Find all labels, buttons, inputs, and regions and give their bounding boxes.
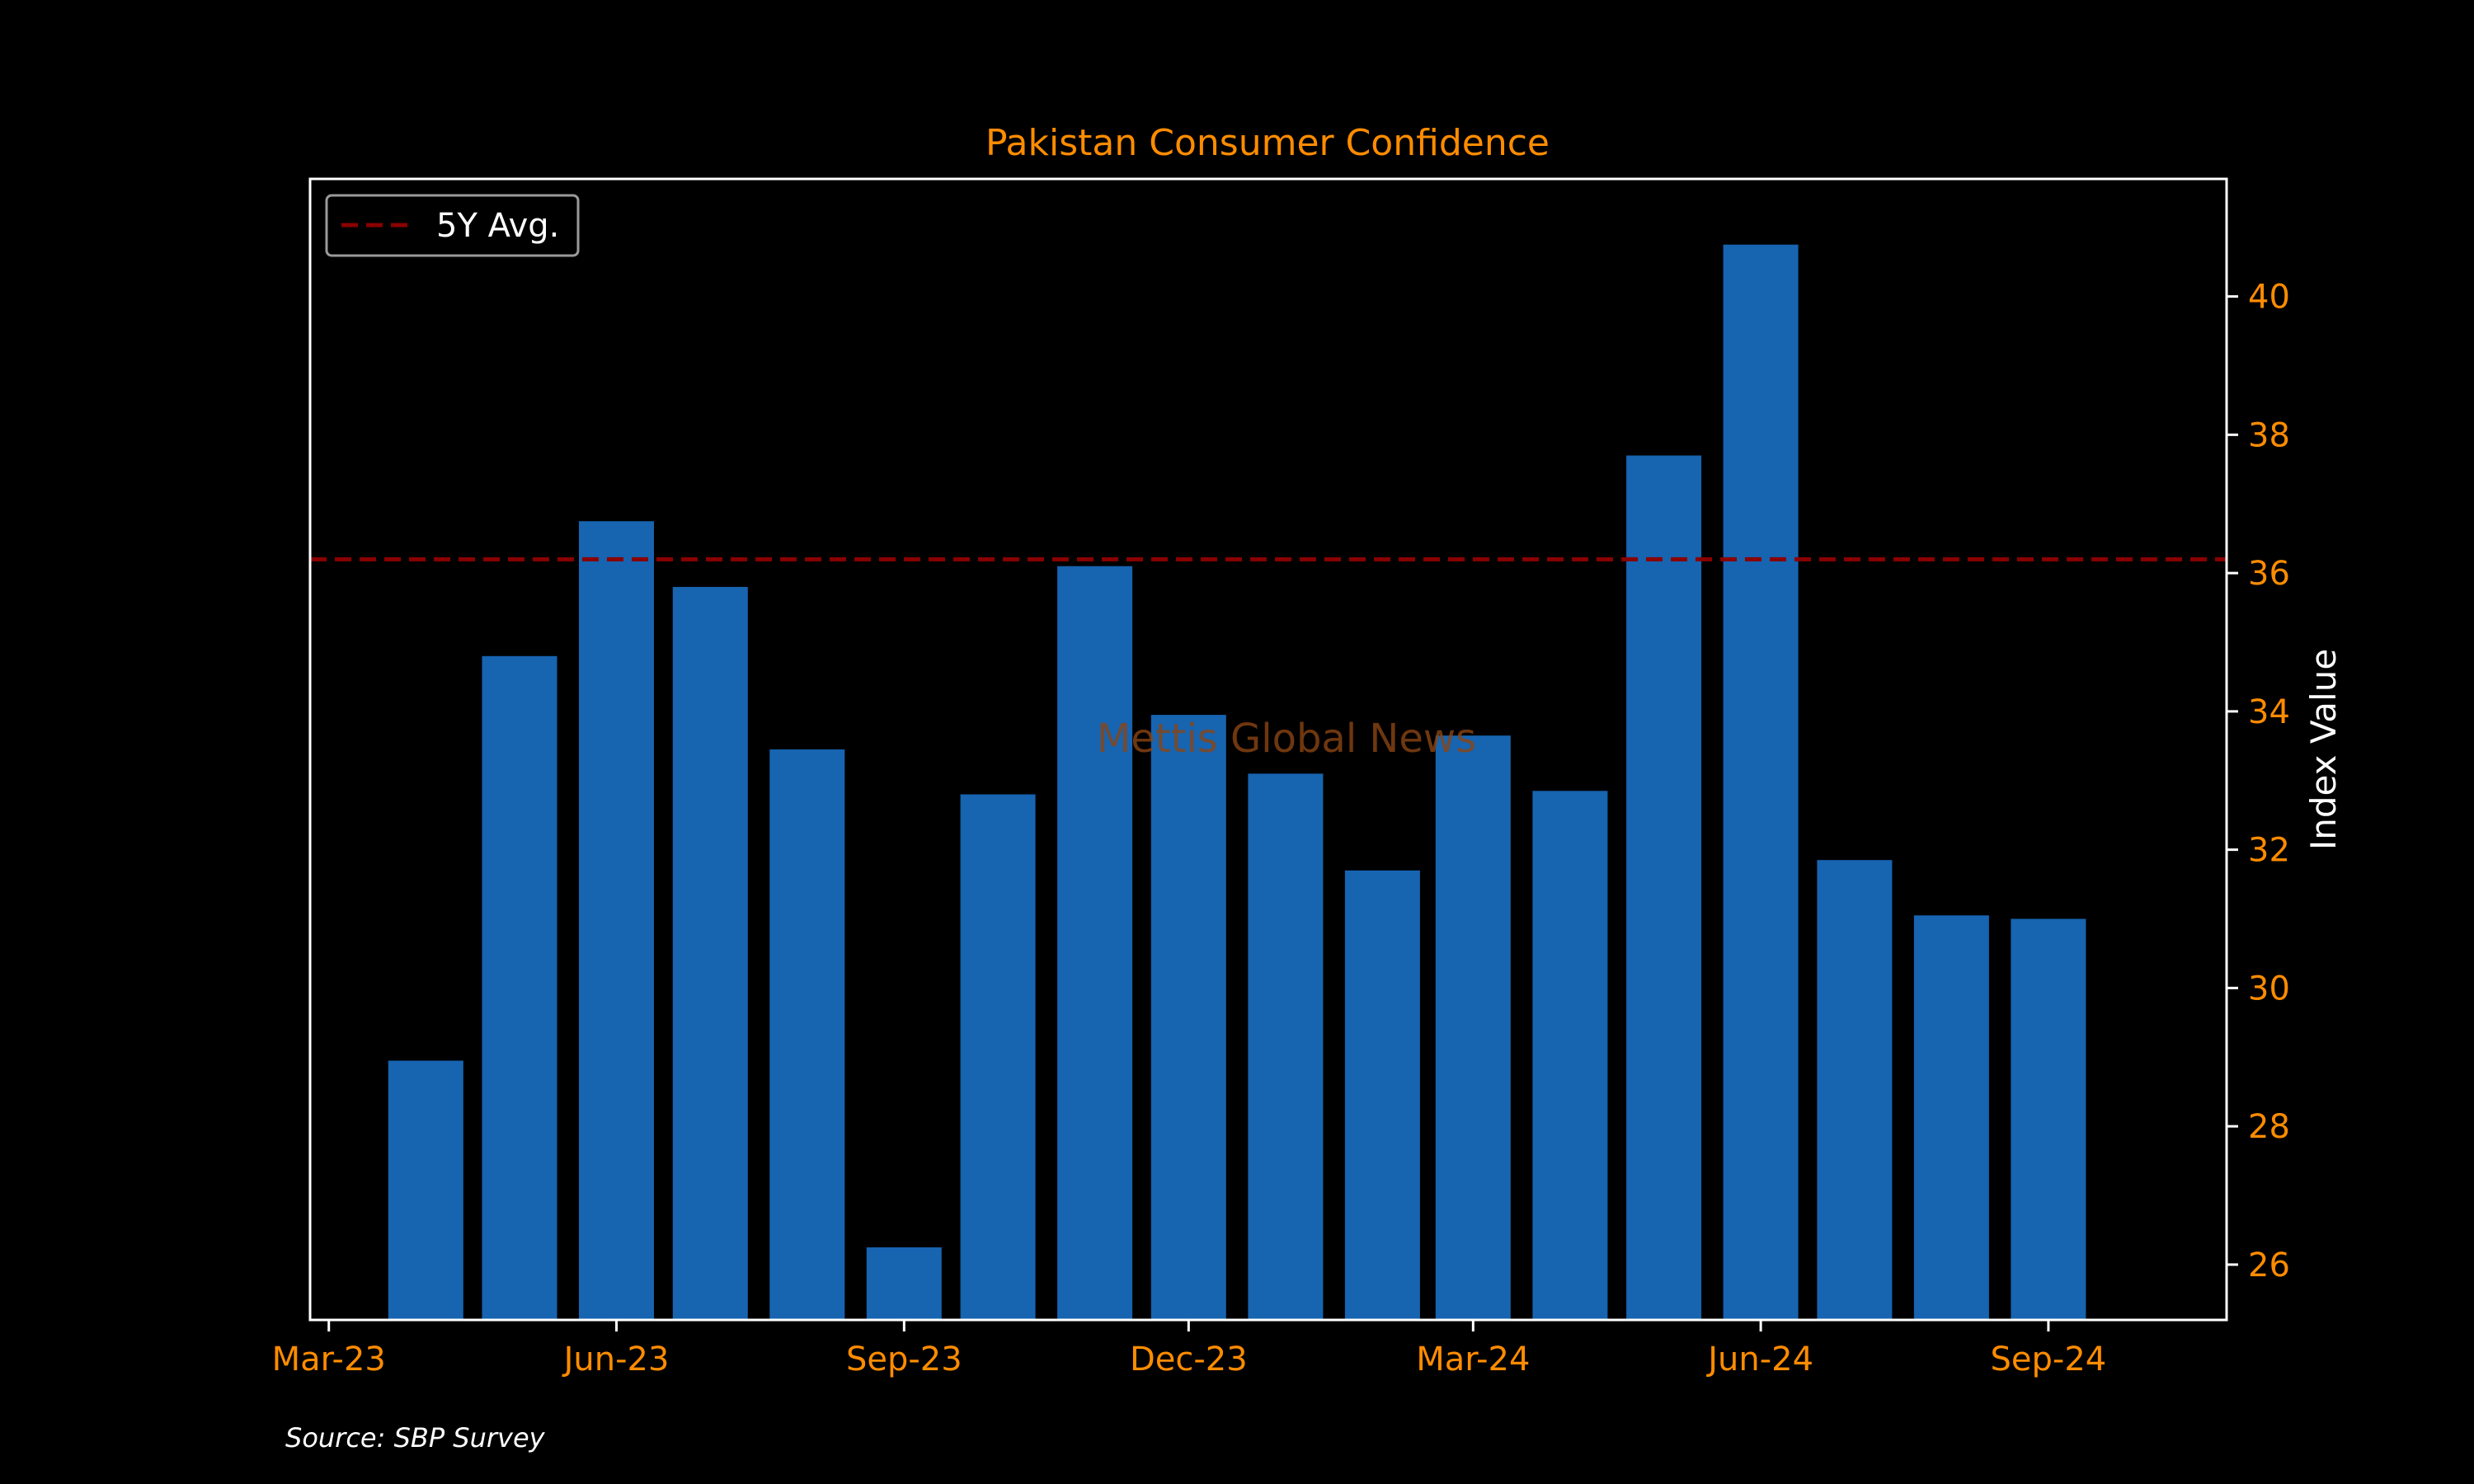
bar — [1817, 860, 1893, 1320]
watermark: Mettis Global News — [1097, 716, 1476, 762]
bar — [672, 586, 748, 1320]
bar — [388, 1060, 463, 1320]
legend-box — [325, 194, 580, 257]
bar — [1723, 244, 1799, 1321]
bars — [388, 244, 2086, 1321]
y-tick-label: 30 — [2248, 970, 2290, 1007]
bar — [1626, 455, 1702, 1320]
y-tick-label: 28 — [2248, 1108, 2290, 1146]
legend-label: 5Y Avg. — [436, 207, 559, 245]
y-tick-label: 40 — [2248, 279, 2290, 317]
x-axis: Mar-23 Jun-23 Sep-23 Dec-23 Mar-24 Jun-24 Sep-… — [272, 1320, 2107, 1378]
bar — [1532, 791, 1608, 1320]
bar — [1248, 773, 1324, 1320]
y-axis-label: Index Value — [2303, 649, 2344, 850]
y-tick-label: 32 — [2248, 832, 2290, 870]
y-tick-label: 38 — [2248, 416, 2290, 454]
x-tick-label: Jun-24 — [1705, 1341, 1813, 1378]
x-tick-label: Sep-24 — [1991, 1341, 2107, 1378]
y-tick-label: 36 — [2248, 555, 2290, 593]
bar — [482, 655, 557, 1320]
bar — [1913, 915, 1989, 1320]
bar — [1435, 735, 1511, 1320]
y-axis: 26 28 30 32 34 36 38 40 — [2227, 279, 2290, 1284]
bar — [579, 521, 654, 1320]
x-tick-label: Jun-23 — [562, 1341, 670, 1378]
x-tick-label: Dec-23 — [1130, 1341, 1248, 1378]
x-tick-label: Mar-24 — [1416, 1341, 1530, 1378]
bar — [1057, 566, 1133, 1320]
bar — [1344, 870, 1420, 1320]
plot-frame — [308, 177, 2228, 1322]
x-tick-label: Mar-23 — [272, 1341, 386, 1378]
y-tick-label: 26 — [2248, 1247, 2290, 1284]
bar — [1150, 715, 1226, 1320]
bar — [866, 1247, 942, 1320]
y-tick-label: 34 — [2248, 693, 2290, 731]
chart-title: Pakistan Consumer Confidence — [985, 122, 1550, 164]
source-note: Source: SBP Survey — [285, 1422, 546, 1453]
bar — [769, 749, 845, 1320]
bar — [960, 794, 1036, 1320]
x-tick-label: Sep-23 — [846, 1341, 962, 1378]
bar — [2011, 918, 2086, 1320]
legend: 5Y Avg. — [325, 194, 580, 257]
